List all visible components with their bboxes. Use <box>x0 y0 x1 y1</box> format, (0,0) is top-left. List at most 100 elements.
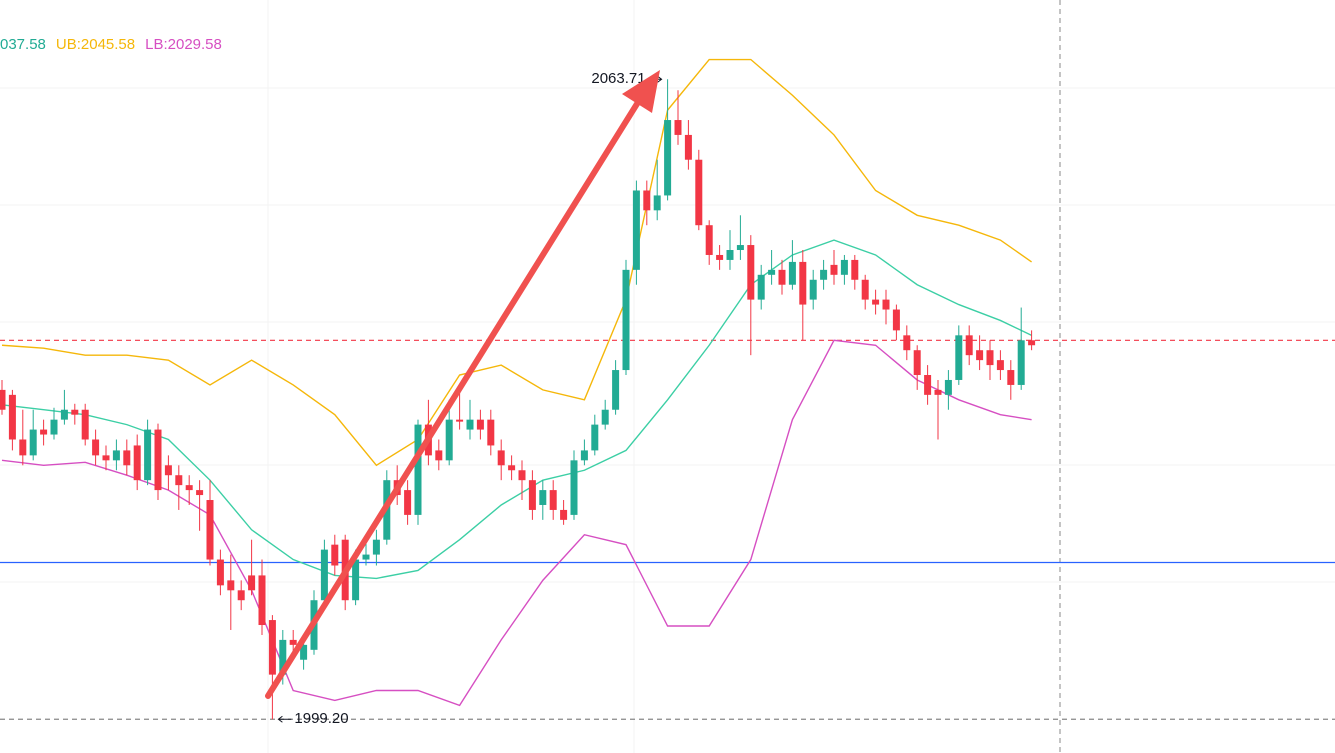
candle-body <box>289 639 297 645</box>
candle-body <box>976 350 984 361</box>
candle-body <box>476 419 484 430</box>
candle-body <box>674 120 682 135</box>
candle-body <box>40 429 48 435</box>
candle-body <box>144 429 152 481</box>
candle-body <box>154 429 162 491</box>
candle-body <box>237 590 245 601</box>
candle-body <box>664 120 672 196</box>
candle-body <box>684 134 692 160</box>
candle-body <box>643 190 651 211</box>
candle-body <box>279 639 287 675</box>
candle-body <box>996 360 1004 371</box>
candle-body <box>414 424 422 515</box>
candle-body <box>653 195 661 211</box>
candle-body <box>133 445 141 481</box>
candle-body <box>892 309 900 331</box>
candle-body <box>1017 340 1025 385</box>
candle-body <box>944 379 952 395</box>
candle-body <box>372 539 380 555</box>
price-label: 2063.71 <box>591 70 645 87</box>
candle-body <box>716 254 724 260</box>
candle-body <box>19 439 27 456</box>
candle-body <box>185 485 193 491</box>
candle-body <box>560 509 568 520</box>
candle-body <box>248 575 256 591</box>
candle-body <box>352 559 360 601</box>
candle-body <box>258 575 266 626</box>
candle-body <box>60 409 68 420</box>
candle-body <box>622 269 630 371</box>
candle-body <box>799 261 807 305</box>
candle-body <box>632 190 640 270</box>
candle-body <box>528 480 536 510</box>
candle-body <box>955 335 963 380</box>
candle-body <box>851 259 859 280</box>
candle-body <box>757 274 765 300</box>
candle-body <box>747 245 755 300</box>
candle-body <box>549 490 557 510</box>
candle-body <box>196 490 204 496</box>
candle-body <box>487 419 495 446</box>
candle-body <box>726 250 734 260</box>
label-arrow <box>277 715 292 723</box>
candle-body <box>268 620 276 675</box>
candle-body <box>924 375 932 395</box>
legend: 037.58 UB:2045.58 LB:2029.58 <box>0 36 222 53</box>
candle-body <box>903 335 911 351</box>
trend-arrow-shaft <box>265 96 643 699</box>
candle-body <box>320 549 328 601</box>
trend-arrow-head <box>622 70 660 113</box>
candle-body <box>986 350 994 366</box>
candle-body <box>81 409 89 440</box>
candle-body <box>788 261 796 285</box>
candle-body <box>809 279 817 300</box>
band-line <box>1 239 1032 580</box>
candle-body <box>778 269 786 285</box>
candle-body <box>695 159 703 226</box>
candle-body <box>913 350 921 376</box>
candle-body <box>570 460 578 515</box>
candle-body <box>580 450 588 461</box>
legend-entry: LB:2029.58 <box>145 36 222 53</box>
candle-body <box>965 335 973 356</box>
candle-body <box>8 394 16 440</box>
candle-body <box>508 465 516 471</box>
candle-body <box>331 544 339 566</box>
trend-arrow <box>265 70 660 699</box>
candle-body <box>840 259 848 275</box>
band-line <box>1 339 1032 707</box>
candle-body <box>591 424 599 451</box>
candle-body <box>227 580 235 591</box>
candle-body <box>1007 370 1015 385</box>
plot-area: 2063.71 1999.20 <box>0 58 1335 727</box>
candle-body <box>435 450 443 461</box>
candle-body <box>112 450 120 461</box>
candle-body <box>123 450 131 466</box>
candle-body <box>539 490 547 505</box>
candle-body <box>612 370 620 410</box>
candle-body <box>29 429 37 456</box>
candle-body <box>92 439 100 456</box>
candle-body <box>882 299 890 310</box>
candle-body <box>216 559 224 586</box>
candle-body <box>71 409 79 415</box>
candle-body <box>736 245 744 251</box>
candle-body <box>705 225 713 255</box>
legend-entry: UB:2045.58 <box>56 36 135 53</box>
candle-body <box>934 389 942 395</box>
legend-entry: 037.58 <box>0 36 46 53</box>
candle-body <box>820 269 828 280</box>
candle-body <box>300 644 308 660</box>
candle-body <box>0 389 6 410</box>
candle-body <box>768 269 776 275</box>
candle-body <box>1028 340 1036 346</box>
candle-body <box>164 465 172 476</box>
candle-body <box>497 450 505 466</box>
candle-body <box>175 475 183 486</box>
candle-body <box>50 419 58 435</box>
candle-body <box>518 470 526 481</box>
candle-body <box>362 554 370 560</box>
candle-body <box>861 279 869 300</box>
